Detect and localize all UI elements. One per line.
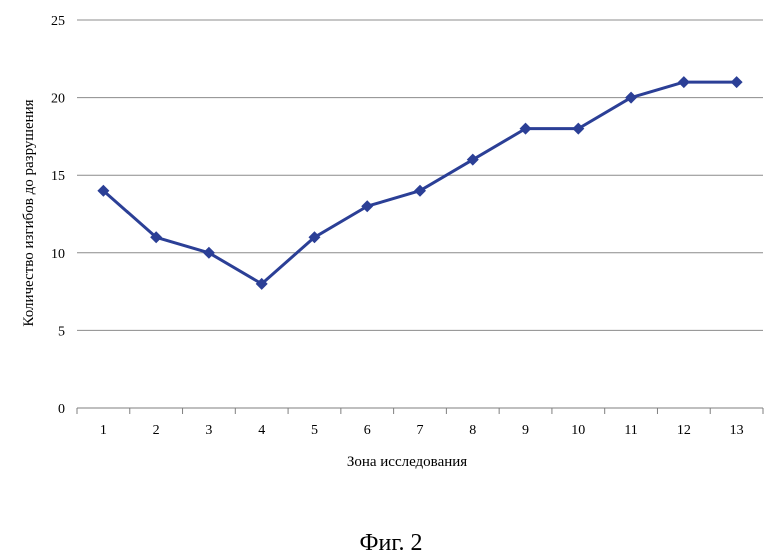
y-tick-label: 25 bbox=[51, 14, 65, 29]
x-tick-label: 10 bbox=[571, 423, 585, 438]
y-axis-title: Количество изгибов до разрушения bbox=[21, 99, 37, 326]
gridlines bbox=[77, 20, 763, 408]
x-axis bbox=[77, 408, 763, 414]
figure-caption: Фиг. 2 bbox=[360, 530, 423, 556]
x-tick-label: 6 bbox=[364, 423, 371, 438]
x-tick-label: 4 bbox=[258, 423, 265, 438]
x-tick-label: 5 bbox=[311, 423, 318, 438]
y-tick-label: 20 bbox=[51, 92, 65, 107]
y-tick-labels: 0 5 10 15 20 25 bbox=[51, 14, 65, 417]
y-tick-label: 5 bbox=[58, 324, 65, 339]
x-tick-label: 8 bbox=[469, 423, 476, 438]
y-tick-label: 0 bbox=[58, 402, 65, 417]
x-axis-title: Зона исследования bbox=[347, 454, 467, 470]
x-tick-label: 1 bbox=[100, 423, 107, 438]
y-tick-label: 10 bbox=[51, 247, 65, 262]
x-tick-label: 7 bbox=[417, 423, 424, 438]
x-tick-label: 2 bbox=[153, 423, 160, 438]
x-tick-label: 3 bbox=[205, 423, 212, 438]
series-layer bbox=[97, 76, 742, 290]
y-tick-label: 15 bbox=[51, 169, 65, 184]
x-tick-label: 11 bbox=[624, 423, 637, 438]
x-tick-label: 12 bbox=[677, 423, 691, 438]
data-point-marker bbox=[731, 76, 743, 88]
series-line bbox=[103, 82, 736, 284]
x-tick-labels: 12345678910111213 bbox=[100, 423, 744, 438]
x-tick-label: 13 bbox=[730, 423, 744, 438]
x-tick-label: 9 bbox=[522, 423, 529, 438]
data-point-marker bbox=[678, 76, 690, 88]
